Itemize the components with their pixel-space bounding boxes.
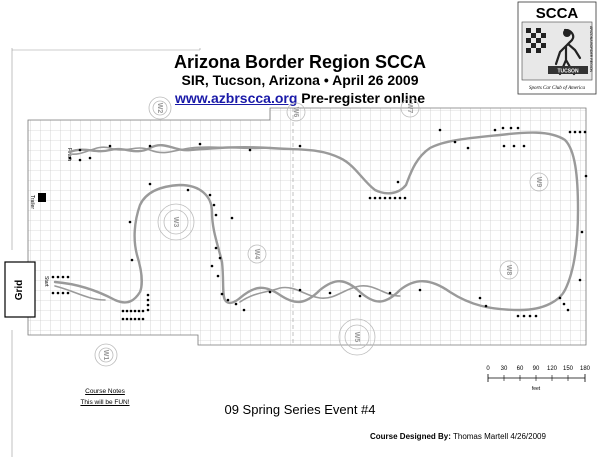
worker-w4: W4 [253,249,260,260]
trailer-marker [38,193,46,202]
preregister-text: Pre-register online [297,90,425,106]
scale-unit: feet [532,386,541,392]
course-notes-line: This will be FUN! [80,399,130,406]
website-line: www.azbrscca.org Pre-register online [0,90,600,106]
course-notes: Course Notes This will be FUN! [60,386,150,408]
course-line [53,131,580,312]
grid-box [4,261,36,318]
worker-w1: W1 [102,350,109,361]
course-credit-value: Thomas Martell 4/26/2009 [452,432,546,441]
worker-w5: W5 [353,332,360,343]
event-name: 09 Spring Series Event #4 [224,402,376,417]
logo-tagline: Sports Car Club of America [529,86,586,91]
lot-boundary [11,48,201,457]
start-label: Start [43,276,49,287]
scale-tick-30: 30 [501,366,508,372]
worker-w9: W9 [535,177,542,188]
page-title: Arizona Border Region SCCA [173,52,427,72]
logo-side-text: ARIZONA BORDER REGION [589,26,593,73]
trailer-label: Trailer [29,195,35,209]
scale-tick-0: 0 [486,366,490,372]
worker-w3: W3 [172,217,179,228]
scale-bar: 0 30 60 90 120 150 180 feet [486,366,590,392]
logo-sub: TUCSON [557,69,579,75]
worker-stations [94,96,549,367]
course-credit: Course Designed By: Thomas Martell 4/26/… [370,432,546,441]
worker-w7: W7 [406,103,413,114]
scale-tick-120: 120 [547,366,558,372]
worker-labels: W2 W6 W7 W9 W3 W4 W8 W5 W1 [102,103,542,361]
worker-w6: W6 [292,107,299,118]
course-notes-title: Course Notes [85,388,125,395]
cones [51,126,588,321]
scale-tick-180: 180 [580,366,591,372]
website-link[interactable]: www.azbrscca.org [174,90,298,106]
grid-label: Grid [14,280,25,301]
worker-w2: W2 [156,103,163,114]
event-location-date: SIR, Tucson, Arizona • April 26 2009 [181,72,419,88]
scca-logo: SCCA TUCSON ARIZONA BORDER REGION Sports… [517,1,597,95]
parking-lot-grid [27,107,587,346]
finish-label: Finish [66,148,72,162]
scale-tick-150: 150 [563,366,574,372]
scale-tick-90: 90 [533,366,540,372]
logo-text: SCCA [536,5,579,22]
worker-w8: W8 [505,265,512,276]
scale-tick-60: 60 [517,366,524,372]
course-credit-label: Course Designed By: [370,432,451,441]
